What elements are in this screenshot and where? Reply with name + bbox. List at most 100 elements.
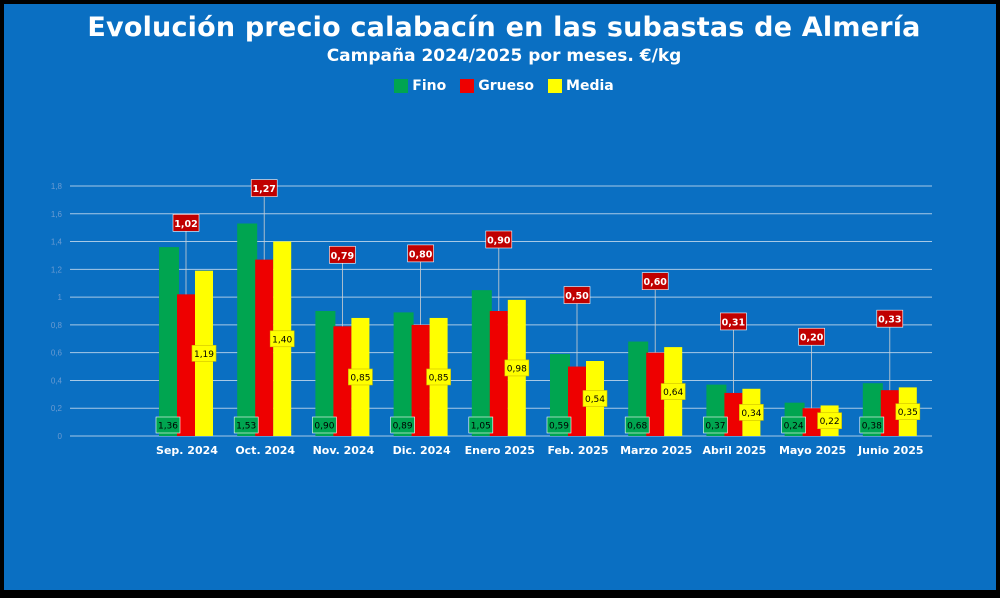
data-label-media: 0,35: [898, 408, 918, 418]
data-label-media: 0,98: [507, 364, 527, 374]
bar-grueso: [724, 392, 743, 436]
x-tick-label: Oct. 2024: [235, 444, 295, 457]
data-label-fino: 1,36: [158, 422, 178, 432]
data-label-box-grueso: [720, 312, 747, 331]
legend-label-grueso: Grueso: [478, 78, 535, 94]
data-label-media: 1,40: [272, 335, 292, 345]
x-tick-label: Feb. 2025: [547, 444, 608, 457]
legend-item-grueso: Grueso: [460, 78, 534, 94]
data-label-box-media: [269, 330, 295, 348]
bar-fino: [159, 247, 179, 436]
data-label-fino: 0,68: [627, 422, 647, 432]
legend-item-media: Media: [548, 78, 614, 94]
chart-subtitle: Campaña 2024/2025 por meses. €/kg: [326, 46, 682, 66]
y-tick-label: 0,4: [51, 376, 63, 385]
data-label-media: 0,34: [741, 409, 761, 419]
data-label-grueso: 0,80: [409, 249, 433, 260]
bar-grueso: [411, 324, 430, 436]
data-label-grueso: 1,02: [174, 219, 197, 230]
y-tick-label: 0,2: [51, 404, 63, 413]
data-label-box-media: [582, 390, 608, 407]
bar-grueso: [880, 390, 899, 436]
data-label-media: 0,54: [585, 395, 605, 405]
chart-title: Evolución precio calabacín en las subast…: [87, 12, 921, 43]
data-label-grueso: 0,33: [878, 315, 901, 326]
bar-fino: [237, 223, 258, 436]
data-label-box-media: [660, 383, 686, 400]
x-tick-label: Abril 2025: [702, 444, 766, 457]
y-tick-label: 1,2: [51, 265, 63, 274]
x-tick-label: Junio 2025: [857, 444, 924, 457]
bar-grueso: [333, 326, 352, 436]
data-label-box-grueso: [407, 244, 434, 263]
data-label-box-media: [191, 345, 217, 362]
data-label-fino: 1,05: [471, 422, 491, 432]
data-label-box-fino: [390, 416, 415, 434]
legend-swatch-fino: [394, 79, 409, 93]
data-label-box-fino: [312, 416, 337, 434]
data-label-box-grueso: [250, 179, 278, 197]
data-label-fino: 1,53: [236, 422, 256, 432]
y-tick-label: 0,8: [51, 321, 63, 330]
x-tick-label: Dic. 2024: [393, 444, 451, 457]
data-label-box-media: [739, 404, 764, 421]
data-label-box-media: [426, 368, 451, 386]
x-tick-label: Mayo 2025: [779, 444, 846, 457]
bar-chart: 0 0,2 0,4 0,6 0,8 1 1,2 1,4 1,6 1,8 Sep. 2024 1,36 1…: [51, 179, 932, 457]
bar-fino: [550, 354, 570, 436]
data-label-media: 0,85: [429, 373, 449, 383]
data-label-box-grueso: [876, 309, 904, 328]
data-label-box-media: [348, 368, 373, 386]
y-tick-label: 0: [58, 432, 63, 441]
data-label-grueso: 0,60: [643, 277, 667, 288]
y-tick-label: 1,6: [51, 210, 63, 219]
data-label-box-fino: [624, 416, 650, 434]
bar-grueso: [177, 294, 195, 436]
data-label-box-fino: [468, 416, 494, 434]
data-label-box-grueso: [798, 327, 825, 346]
data-label-grueso: 0,50: [565, 291, 589, 302]
data-label-fino: 0,24: [784, 422, 804, 432]
legend-swatch-media: [548, 79, 563, 93]
data-label-media: 0,22: [820, 417, 840, 427]
y-tick-label: 0,6: [51, 349, 63, 358]
data-label-box-media: [817, 412, 842, 430]
data-label-fino: 0,89: [393, 422, 413, 432]
bar-grueso: [255, 259, 274, 436]
data-label-fino: 0,90: [314, 422, 334, 432]
x-tick-label: Enero 2025: [465, 444, 535, 457]
data-label-fino: 0,38: [862, 422, 882, 432]
bar-fino: [393, 312, 414, 436]
bar-grueso: [646, 352, 665, 436]
x-tick-label: Nov. 2024: [313, 444, 375, 457]
data-label-box-fino: [703, 416, 728, 434]
data-label-box-grueso: [172, 214, 200, 232]
data-label-box-fino: [233, 416, 259, 434]
y-tick-label: 1,8: [51, 182, 63, 191]
legend: Fino Grueso Media: [4, 78, 1000, 94]
data-label-media: 1,19: [194, 350, 214, 360]
data-label-box-grueso: [485, 230, 513, 249]
data-label-box-fino: [546, 416, 572, 434]
legend-label-media: Media: [566, 78, 614, 94]
data-label-media: 0,64: [663, 388, 683, 398]
x-tick-label: Marzo 2025: [620, 444, 692, 457]
data-label-box-media: [504, 359, 530, 377]
legend-label-fino: Fino: [412, 78, 447, 94]
bar-grueso: [802, 408, 821, 436]
data-label-grueso: 0,20: [800, 333, 824, 344]
data-label-fino: 0,59: [549, 422, 569, 432]
data-label-box-fino: [781, 416, 806, 434]
data-label-box-grueso: [329, 245, 356, 264]
data-label-box-grueso: [641, 272, 669, 290]
data-label-box-fino: [155, 416, 181, 434]
data-label-box-fino: [859, 416, 885, 434]
legend-item-fino: Fino: [394, 78, 446, 94]
data-label-grueso: 0,79: [331, 251, 354, 262]
x-tick-label: Sep. 2024: [156, 444, 218, 457]
data-label-grueso: 1,27: [252, 184, 275, 195]
data-label-grueso: 0,31: [722, 317, 745, 328]
data-label-grueso: 0,90: [487, 236, 511, 247]
bar-fino: [471, 290, 492, 436]
